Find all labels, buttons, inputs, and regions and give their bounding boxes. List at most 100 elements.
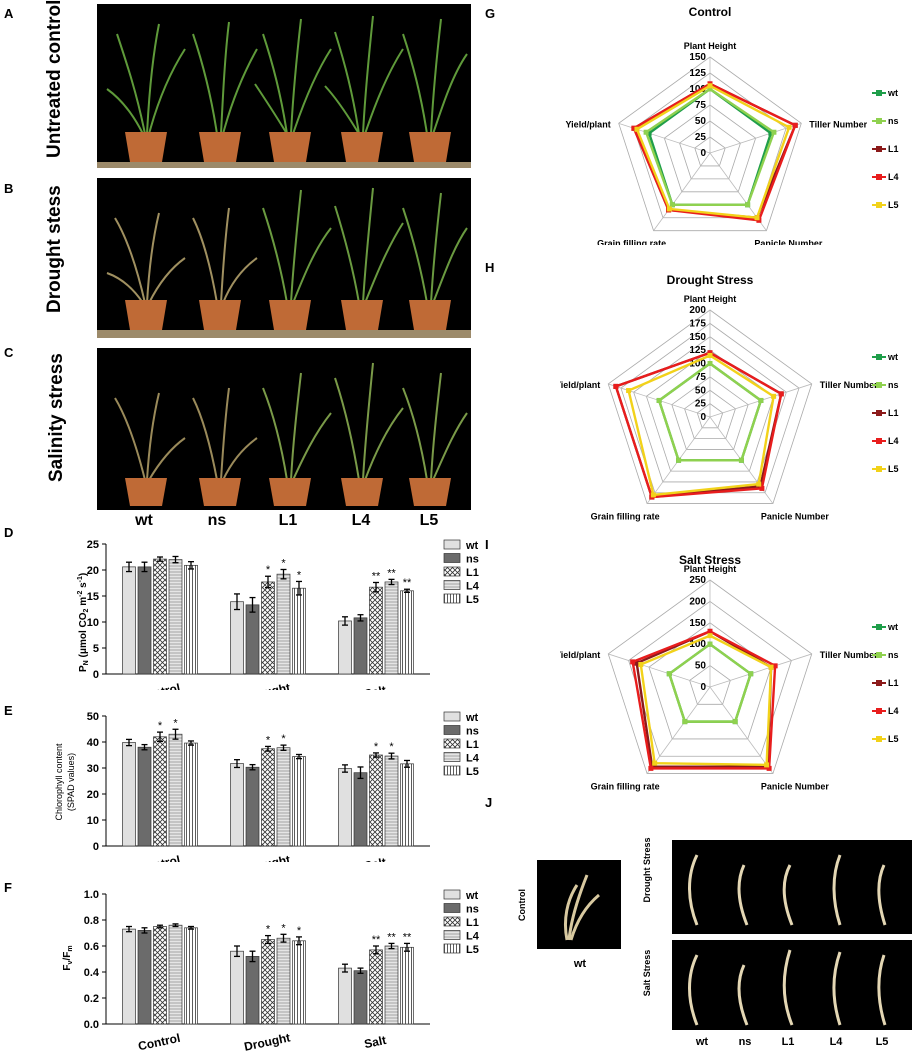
significance-star: *	[374, 741, 379, 753]
radar-tick-label: 100	[689, 84, 706, 95]
bar-L4	[276, 573, 291, 675]
radar-point-ns	[643, 129, 649, 135]
j-salt-title: Salt Stress	[642, 949, 652, 997]
radar-series-L5	[635, 84, 791, 220]
legend-marker-wt	[876, 624, 882, 630]
x-category-label: Drought	[243, 852, 292, 862]
radar-gridline	[684, 389, 736, 440]
radar-spoke	[653, 152, 711, 231]
radar-point-ns	[707, 86, 713, 92]
radar-point-L4	[707, 350, 713, 356]
radar-axis-label: Plant Height	[684, 41, 737, 51]
x-category-label: Control	[137, 853, 182, 862]
bar-L5	[292, 756, 306, 847]
photo-salinity-stress	[97, 348, 471, 510]
legend-label: L4	[466, 753, 480, 765]
legend-marker-L1	[876, 680, 882, 686]
y-tick-label: 25	[87, 539, 99, 551]
radar-point-L5	[634, 126, 640, 132]
radar-gridline	[648, 622, 772, 740]
legend-swatch-ns	[443, 725, 461, 735]
bar-wt	[230, 950, 244, 1025]
radar-point-L4	[772, 663, 778, 669]
radar-series-L4	[632, 82, 797, 222]
bar-L1	[153, 558, 167, 675]
x-category-label: Control	[137, 1031, 182, 1054]
radar-tick-label: 150	[689, 332, 706, 343]
bar-L4	[168, 924, 183, 1025]
radar-title: Control	[689, 5, 732, 19]
legend-label: L5	[466, 766, 479, 778]
j-genotype-label: wt	[695, 1036, 709, 1048]
j-genotype-label: L1	[781, 1036, 795, 1048]
legend-label: L4	[888, 172, 899, 182]
radar-point-L5	[754, 215, 760, 221]
legend-swatch-L5	[443, 593, 461, 604]
legend-label: ns	[888, 650, 899, 660]
bar-L1	[369, 586, 383, 675]
legend-label: wt	[465, 540, 479, 552]
bar-wt	[338, 967, 352, 1025]
radar-axis-label: Panicle Number	[754, 239, 823, 245]
radar-gridline	[689, 665, 731, 705]
bar-L4	[276, 937, 291, 1025]
legend-swatch-L5	[443, 765, 461, 776]
j-control-genotype: wt	[573, 958, 587, 970]
radar-point-wt	[646, 130, 652, 136]
radar-point-L4	[756, 217, 762, 223]
radar-point-L5	[626, 388, 632, 394]
radar-point-L4	[630, 659, 636, 665]
significance-star: *	[297, 925, 302, 937]
radar-series-L5	[639, 634, 773, 767]
y-tick-label: 0.2	[84, 993, 99, 1005]
radar-gridline	[679, 120, 741, 180]
radar-axis-label: Tiller Number	[820, 650, 878, 660]
legend-swatch-wt	[443, 711, 461, 722]
radar-point-L5	[652, 760, 658, 766]
significance-star: *	[158, 720, 163, 732]
legend-marker-ns	[876, 652, 882, 658]
legend-marker-L4	[876, 438, 882, 444]
radar-point-ns	[666, 671, 672, 677]
y-axis-label: Fv/Fm	[62, 945, 74, 970]
y-tick-label: 0.4	[84, 967, 100, 979]
photo-title-b: Drought stess	[44, 185, 65, 313]
radar-axis-label: Yield/plant	[560, 650, 600, 660]
radar-tick-label: 125	[689, 68, 706, 79]
radar-point-L5	[786, 124, 792, 130]
radar-gridline	[671, 376, 749, 450]
y-tick-label: 15	[87, 591, 99, 603]
radar-series-L1	[632, 82, 797, 219]
panel-label-i: I	[485, 537, 489, 552]
legend-swatch-L5	[443, 943, 461, 954]
radar-series-L4	[614, 351, 783, 499]
bar-L5	[184, 742, 198, 847]
photo-j-control-panicle	[537, 860, 621, 949]
legend-swatch-L4	[443, 930, 461, 940]
bar-L4	[168, 559, 183, 675]
legend-marker-wt	[876, 354, 882, 360]
legend-swatch-L1	[443, 916, 461, 927]
radar-tick-label: 150	[689, 618, 706, 629]
radar-point-L5	[756, 481, 762, 487]
radar-gridline	[663, 104, 757, 193]
bar-L1	[261, 748, 275, 847]
panel-label-a: A	[4, 6, 14, 21]
bar-wt	[338, 768, 352, 847]
j-drought-title: Drought Stress	[642, 837, 652, 903]
panel-label-g: G	[485, 6, 496, 21]
legend-label: L4	[466, 931, 480, 943]
radar-axis-label: Panicle Number	[761, 782, 830, 792]
legend-marker-wt	[876, 90, 882, 96]
legend-label: L5	[888, 200, 899, 210]
legend-marker-ns	[876, 382, 882, 388]
y-tick-label: 5	[93, 643, 99, 655]
radar-gridline	[607, 579, 813, 774]
bar-wt	[122, 928, 136, 1025]
bar-ns	[353, 970, 368, 1025]
photo-drought-stress	[97, 178, 471, 338]
radar-tick-label: 50	[695, 116, 707, 127]
significance-star: **	[387, 567, 396, 579]
radar-gridline	[694, 136, 726, 167]
